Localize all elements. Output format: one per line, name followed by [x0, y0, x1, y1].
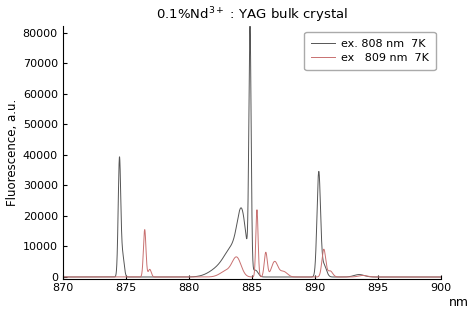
ex   809 nm  7K — [317, 273, 322, 277]
ex. 808 nm  7K — [317, 176, 322, 180]
Legend: ex. 808 nm  7K, ex   809 nm  7K: ex. 808 nm 7K, ex 809 nm 7K — [304, 32, 436, 70]
ex. 808 nm  7K — [438, 275, 444, 279]
ex   809 nm  7K — [254, 208, 260, 212]
ex. 808 nm  7K — [60, 275, 65, 279]
ex   809 nm  7K — [342, 275, 348, 279]
ex. 808 nm  7K — [328, 275, 333, 279]
ex. 808 nm  7K — [247, 24, 253, 28]
ex. 808 nm  7K — [342, 275, 348, 279]
ex   809 nm  7K — [232, 256, 238, 259]
ex. 808 nm  7K — [381, 275, 386, 279]
Line: ex. 808 nm  7K: ex. 808 nm 7K — [63, 26, 441, 277]
ex   809 nm  7K — [384, 275, 390, 279]
ex   809 nm  7K — [328, 269, 333, 273]
ex   809 nm  7K — [381, 275, 386, 279]
Line: ex   809 nm  7K: ex 809 nm 7K — [63, 210, 441, 277]
ex. 808 nm  7K — [232, 232, 238, 236]
Title: 0.1%Nd$^{3+}$ : YAG bulk crystal: 0.1%Nd$^{3+}$ : YAG bulk crystal — [156, 6, 348, 25]
ex   809 nm  7K — [438, 275, 444, 279]
ex   809 nm  7K — [60, 275, 65, 279]
ex. 808 nm  7K — [384, 275, 390, 279]
Text: nm: nm — [449, 296, 469, 309]
Y-axis label: Fluorescence, a.u.: Fluorescence, a.u. — [6, 99, 18, 206]
